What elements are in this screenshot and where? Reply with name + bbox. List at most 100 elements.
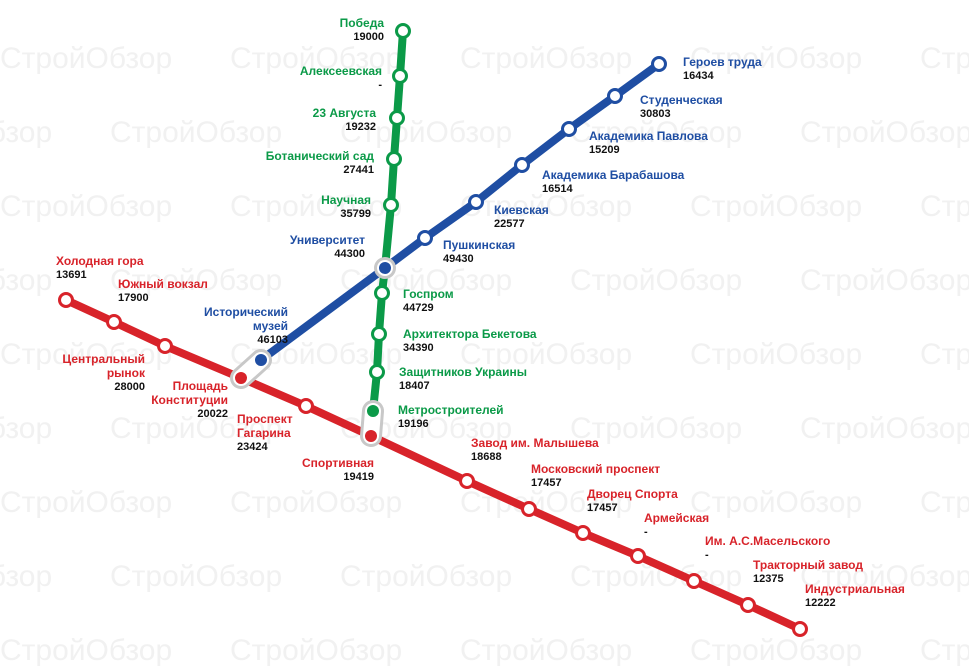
watermark: СтройОбзор — [920, 42, 969, 75]
watermark: СтройОбзор — [230, 190, 402, 223]
passenger-count: 23424 — [237, 441, 268, 453]
watermark: СтройОбзор — [690, 42, 862, 75]
station — [468, 194, 484, 210]
passenger-count: 18407 — [399, 380, 430, 392]
passenger-count: 18688 — [471, 451, 502, 463]
station-name: Пушкинская — [443, 238, 515, 252]
passenger-count: 12375 — [753, 573, 784, 585]
station-name: Академика Барабашова — [542, 168, 685, 182]
station-name: Спортивная — [302, 456, 374, 470]
watermark: СтройОбзор — [460, 338, 632, 371]
interchange-station — [365, 430, 377, 442]
passenger-count: - — [378, 79, 382, 91]
station — [607, 88, 623, 104]
passenger-count: 17457 — [587, 502, 618, 514]
watermark: СтройОбзор — [800, 116, 969, 149]
watermark: СтройОбзор — [0, 560, 52, 593]
station-name: Проспект — [237, 412, 293, 426]
passenger-count: 15209 — [589, 144, 620, 156]
watermark: СтройОбзор — [0, 264, 52, 297]
station — [157, 338, 173, 354]
station — [740, 597, 756, 613]
station-name: Алексеевская — [300, 64, 382, 78]
watermark: СтройОбзор — [0, 116, 52, 149]
station-name: Победа — [340, 16, 385, 30]
passenger-count: 35799 — [340, 208, 371, 220]
watermarks: СтройОбзор СтройОбзор СтройОбзор СтройОбзор… — [0, 42, 969, 667]
station-name: Площадь — [173, 379, 228, 393]
watermark: СтройОбзор — [690, 634, 862, 667]
station-name: Конституции — [151, 393, 228, 407]
station-name: Метростроителей — [398, 403, 504, 417]
station — [417, 230, 433, 246]
interchange-station — [235, 372, 247, 384]
station — [386, 151, 402, 167]
watermark: СтройОбзор — [110, 116, 282, 149]
interchange-station — [255, 354, 267, 366]
station — [371, 326, 387, 342]
station-name: 23 Августа — [313, 106, 377, 120]
watermark: СтройОбзор — [690, 190, 862, 223]
passenger-count: 27441 — [343, 164, 374, 176]
passenger-count: 34390 — [403, 342, 434, 354]
station — [374, 285, 390, 301]
watermark: СтройОбзор — [800, 560, 969, 593]
station — [298, 398, 314, 414]
passenger-count: 16434 — [683, 70, 714, 82]
station — [106, 314, 122, 330]
passenger-count: 12222 — [805, 597, 836, 609]
station-name: Госпром — [403, 287, 454, 301]
station-name: Гагарина — [237, 426, 291, 440]
interchange-station — [379, 262, 391, 274]
station-name: Завод им. Малышева — [471, 436, 599, 450]
station-name: музей — [253, 319, 288, 333]
watermark: СтройОбзор — [0, 338, 172, 371]
watermark: СтройОбзор — [690, 338, 862, 371]
watermark: СтройОбзор — [0, 190, 172, 223]
station — [459, 473, 475, 489]
passenger-count: 19419 — [343, 471, 374, 483]
station-name: Армейская — [644, 511, 709, 525]
station-name: Дворец Спорта — [587, 487, 678, 501]
station — [392, 68, 408, 84]
passenger-count: 46103 — [257, 334, 288, 346]
station-name: Научная — [321, 193, 371, 207]
passenger-count: 30803 — [640, 108, 671, 120]
watermark: СтройОбзор — [230, 634, 402, 667]
station — [58, 292, 74, 308]
station — [630, 548, 646, 564]
station — [575, 525, 591, 541]
watermark: СтройОбзор — [0, 42, 172, 75]
stations — [58, 23, 808, 637]
station — [792, 621, 808, 637]
station — [686, 573, 702, 589]
watermark: СтройОбзор — [920, 486, 969, 519]
station — [651, 56, 667, 72]
watermark: СтройОбзор — [340, 560, 512, 593]
watermark: СтройОбзор — [0, 412, 52, 445]
passenger-count: 13691 — [56, 269, 87, 281]
watermark: СтройОбзор — [110, 560, 282, 593]
watermark: СтройОбзор — [460, 634, 632, 667]
watermark: СтройОбзор — [570, 412, 742, 445]
watermark: СтройОбзор — [920, 338, 969, 371]
watermark: СтройОбзор — [920, 190, 969, 223]
station-name: Им. А.С.Масельского — [705, 534, 830, 548]
watermark: СтройОбзор — [110, 264, 282, 297]
passenger-count: 22577 — [494, 218, 525, 230]
station-name: рынок — [107, 366, 146, 380]
watermark: СтройОбзор — [460, 42, 632, 75]
station-name: Героев труда — [683, 55, 762, 69]
watermark: СтройОбзор — [800, 264, 969, 297]
station-name: Центральный — [62, 352, 145, 366]
track — [369, 27, 407, 415]
watermark: СтройОбзор — [340, 116, 512, 149]
passenger-count: 20022 — [197, 408, 228, 420]
watermark: СтройОбзор — [230, 486, 402, 519]
station-name: Киевская — [494, 203, 549, 217]
station-name: Студенческая — [640, 93, 723, 107]
passenger-count: 19232 — [345, 121, 376, 133]
station-name: Защитников Украины — [399, 365, 527, 379]
watermark: СтройОбзор — [0, 486, 172, 519]
